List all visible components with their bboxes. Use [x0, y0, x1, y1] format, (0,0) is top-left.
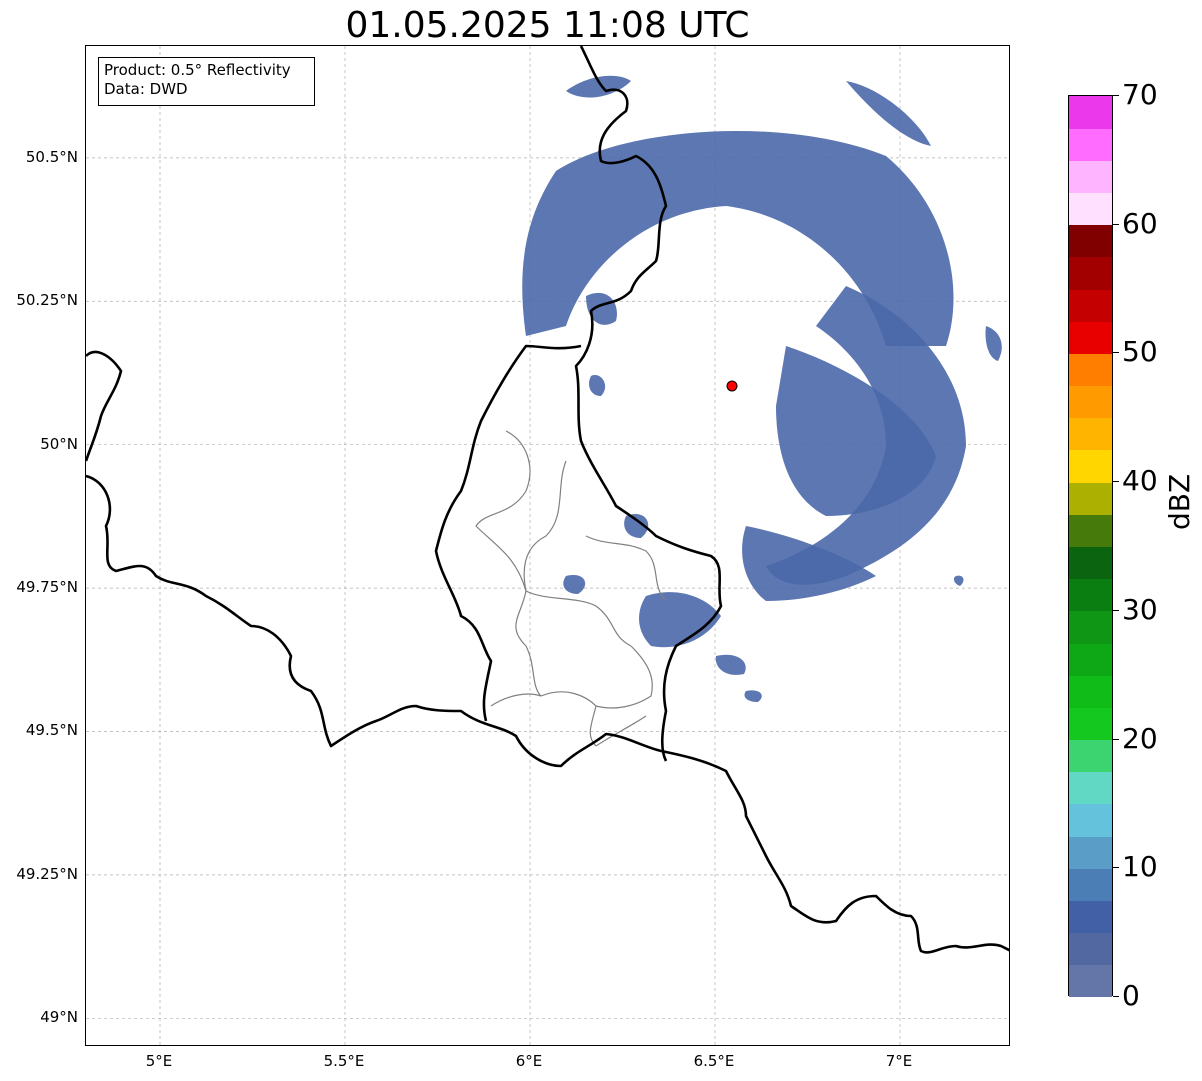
echo-north-tail [566, 75, 931, 146]
colorbar-segment [1069, 417, 1112, 451]
colorbar-tick-label: 30 [1122, 592, 1158, 626]
echo-ring-north [522, 130, 954, 346]
colorbar-tick [1113, 223, 1119, 225]
colorbar [1068, 95, 1113, 998]
colorbar-segment [1069, 353, 1112, 387]
lon-tick-label: 6.5°E [693, 1052, 735, 1070]
colorbar-segment [1069, 610, 1112, 644]
colorbar-segment [1069, 739, 1112, 773]
colorbar-segment [1069, 643, 1112, 676]
colorbar-segment [1069, 321, 1112, 354]
radar-site-marker [726, 380, 738, 392]
border-be-lu [434, 344, 582, 722]
colorbar-tick [1113, 352, 1119, 354]
colorbar-tick-label: 60 [1122, 206, 1158, 240]
colorbar-segment [1069, 482, 1112, 515]
echo-west-fragments [563, 292, 649, 594]
colorbar-segment [1069, 160, 1112, 194]
lat-tick-label: 49.25°N [16, 864, 78, 883]
map-canvas [86, 46, 1009, 1045]
colorbar-tick-label: 50 [1122, 335, 1158, 369]
lat-tick-label: 49.5°N [25, 721, 78, 740]
colorbar-tick [1113, 609, 1119, 611]
border-fr-lu-de [660, 749, 1009, 954]
echo-southeast-band [742, 526, 876, 601]
colorbar-segment [1069, 96, 1112, 129]
colorbar-segment [1069, 224, 1112, 258]
colorbar-segment [1069, 932, 1112, 966]
border-be-fr [86, 474, 662, 768]
map-title: 01.05.2025 11:08 UTC [345, 5, 750, 46]
lat-tick-label: 49°N [40, 1008, 78, 1027]
lat-tick-label: 50.5°N [25, 147, 78, 166]
border-west-fr-be [86, 350, 123, 462]
colorbar-segment [1069, 514, 1112, 547]
colorbar-segment [1069, 803, 1112, 837]
colorbar-segment [1069, 449, 1112, 483]
colorbar-segment [1069, 289, 1112, 322]
product-label: Product: 0.5° Reflectivity [104, 61, 291, 79]
lon-tick-label: 6°E [515, 1052, 543, 1070]
colorbar-segment [1069, 836, 1112, 869]
colorbar-segment [1069, 385, 1112, 419]
colorbar-segment [1069, 868, 1112, 901]
echo-far-east [953, 326, 1002, 586]
echo-sparse-south [715, 654, 762, 702]
echo-ring-east [766, 286, 966, 585]
lat-tick-label: 49.75°N [16, 578, 78, 597]
colorbar-segment [1069, 675, 1112, 708]
lat-tick-label: 50.25°N [16, 291, 78, 310]
lon-tick-label: 5.5°E [323, 1052, 365, 1070]
colorbar-segment [1069, 192, 1112, 226]
colorbar-tick-label: 40 [1122, 464, 1158, 498]
radar-map [85, 45, 1010, 1046]
echo-south-cluster [639, 592, 721, 648]
colorbar-tick [1113, 867, 1119, 869]
lat-tick-label: 50°N [40, 434, 78, 453]
lon-tick-label: 5°E [145, 1052, 173, 1070]
colorbar-tick [1113, 996, 1119, 997]
colorbar-segment [1069, 128, 1112, 161]
national-borders [86, 46, 1009, 954]
data-source-label: Data: DWD [104, 80, 188, 98]
colorbar-tick [1113, 95, 1119, 96]
lon-tick-label: 7°E [885, 1052, 913, 1070]
colorbar-tick-label: 0 [1122, 979, 1140, 1012]
precipitation-echoes [522, 75, 1002, 702]
subregion-boundaries [475, 430, 667, 747]
colorbar-segment [1069, 707, 1112, 741]
colorbar-segment [1069, 964, 1112, 998]
border-be-de-lu [574, 46, 723, 762]
product-info-box: Product: 0.5° Reflectivity Data: DWD [98, 57, 315, 106]
colorbar-tick [1113, 481, 1119, 483]
colorbar-tick-label: 10 [1122, 850, 1158, 884]
colorbar-tick-label: 20 [1122, 721, 1158, 755]
colorbar-tick-label: 70 [1122, 78, 1158, 111]
colorbar-segment [1069, 256, 1112, 290]
echo-east-mass [776, 346, 936, 516]
colorbar-segment [1069, 546, 1112, 580]
colorbar-segment [1069, 771, 1112, 805]
colorbar-tick [1113, 738, 1119, 740]
colorbar-unit-label: dBZ [1163, 473, 1196, 530]
colorbar-segment [1069, 578, 1112, 612]
colorbar-segment [1069, 900, 1112, 934]
